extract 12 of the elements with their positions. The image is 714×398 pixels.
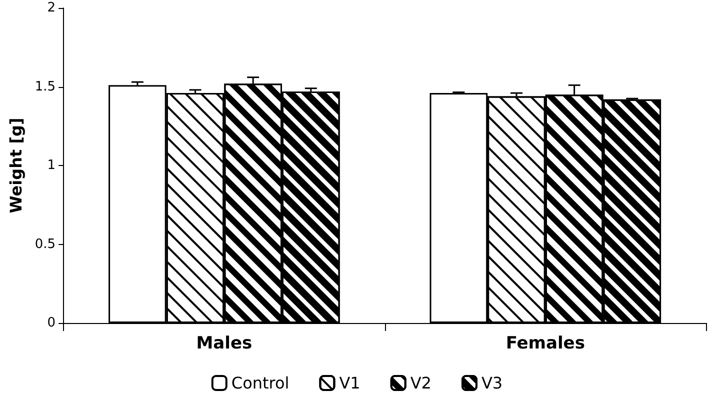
y-tick-label: 1.5 [34,79,56,94]
legend-label: V1 [339,374,360,392]
legend-label: V3 [481,374,503,392]
y-tick-label: 0 [47,316,56,330]
x-tick-label: Females [506,334,585,354]
y-tick-label: 1 [47,158,56,173]
y-tick-label: 2 [47,0,56,16]
y-tick-label: 0.5 [34,236,56,252]
legend-label: Control [231,374,290,392]
x-tick-label: Males [196,334,252,354]
y-axis-title: Weight [g] [6,118,26,214]
legend-label: V2 [410,374,432,392]
